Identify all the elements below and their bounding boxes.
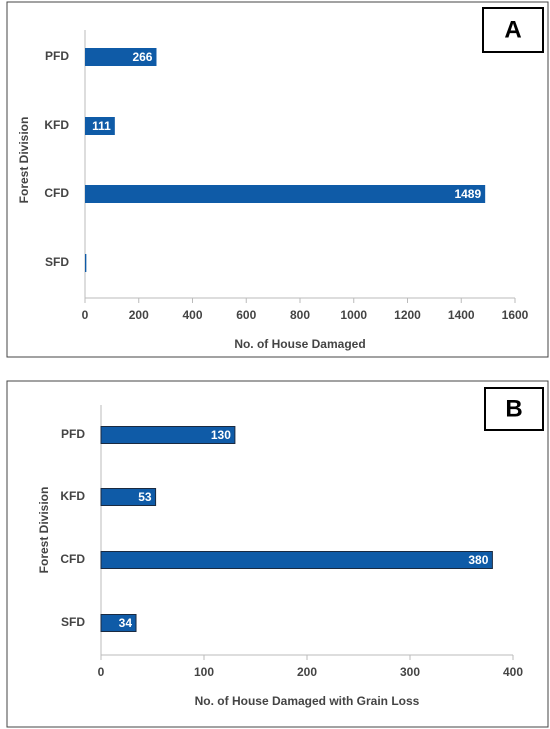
bar — [85, 254, 87, 272]
value-label: 53 — [138, 490, 152, 504]
x-tick-label: 0 — [98, 665, 105, 679]
x-axis-label: No. of House Damaged — [234, 337, 365, 351]
value-label: 266 — [132, 50, 152, 64]
x-tick-label: 1400 — [448, 308, 475, 322]
value-label: 111 — [92, 119, 111, 133]
annotation-box — [484, 387, 544, 431]
x-tick-label: 1000 — [340, 308, 367, 322]
value-label: 5 — [76, 256, 83, 270]
y-tick-label: SFD — [61, 615, 85, 629]
y-tick-label: CFD — [60, 552, 85, 566]
bar — [85, 185, 486, 203]
y-tick-label: KFD — [44, 118, 69, 132]
x-axis-label: No. of House Damaged with Grain Loss — [195, 694, 420, 708]
x-tick-label: 0 — [82, 308, 89, 322]
x-tick-label: 600 — [236, 308, 256, 322]
value-label: 1489 — [454, 187, 481, 201]
bar — [85, 117, 115, 135]
x-tick-label: 400 — [503, 665, 523, 679]
bar — [100, 614, 137, 632]
value-label: 34 — [119, 616, 133, 630]
y-tick-label: CFD — [44, 186, 69, 200]
bar — [100, 551, 493, 569]
x-tick-label: 200 — [297, 665, 317, 679]
x-tick-label: 1200 — [394, 308, 421, 322]
annotation-box — [482, 7, 544, 53]
bar — [100, 488, 157, 506]
y-tick-label: PFD — [61, 427, 85, 441]
y-tick-label: KFD — [60, 489, 85, 503]
x-tick-label: 100 — [194, 665, 214, 679]
bar — [85, 48, 157, 66]
bar — [100, 426, 236, 444]
annotation: A — [504, 16, 521, 43]
panel-frame — [6, 1, 549, 358]
y-tick-label: PFD — [45, 49, 69, 63]
annotation: B — [505, 395, 522, 422]
x-tick-label: 1600 — [502, 308, 529, 322]
y-axis-label: Forest Division — [37, 487, 51, 574]
y-tick-label: SFD — [45, 255, 69, 269]
y-axis-label: Forest Division — [17, 117, 31, 204]
value-label: 380 — [468, 553, 488, 567]
value-label: 130 — [211, 428, 231, 442]
panel-frame — [6, 380, 549, 728]
x-tick-label: 800 — [290, 308, 310, 322]
x-tick-label: 400 — [182, 308, 202, 322]
x-tick-label: 200 — [129, 308, 149, 322]
x-tick-label: 300 — [400, 665, 420, 679]
